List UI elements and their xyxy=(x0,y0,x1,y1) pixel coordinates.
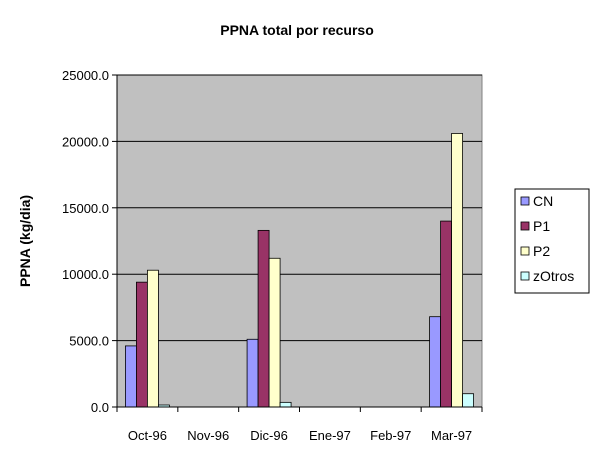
legend: CN P1 P2 zOtros xyxy=(514,188,590,294)
legend-items: CN P1 P2 zOtros xyxy=(520,193,574,284)
bar-P1-Oct-96 xyxy=(136,281,148,408)
gridlines xyxy=(117,74,482,342)
bar-CN-Dic-96 xyxy=(246,338,259,408)
bar-P2-Dic-96 xyxy=(268,257,281,408)
axes xyxy=(112,74,483,412)
x-tick-label: Nov-96 xyxy=(187,428,229,443)
x-tick-label: Feb-97 xyxy=(370,428,411,443)
legend-label-zOtros: zOtros xyxy=(533,268,574,284)
x-tick-label: Dic-96 xyxy=(250,428,288,443)
bar-P2-Oct-96 xyxy=(147,269,159,408)
y-tick-labels: 0.0 5000.0 10000.0 15000.0 20000.0 25000.0 xyxy=(62,68,109,415)
legend-label-CN: CN xyxy=(533,193,553,209)
y-tick-label: 5000.0 xyxy=(69,334,109,349)
y-tick-label: 15000.0 xyxy=(62,201,109,216)
y-tick-label: 20000.0 xyxy=(62,134,109,149)
legend-swatch-P2 xyxy=(520,246,530,256)
bar-P1-Dic-96 xyxy=(257,229,270,408)
y-tick-label: 25000.0 xyxy=(62,68,109,83)
bar-zOtros-Mar-97 xyxy=(462,393,474,408)
y-axis-title: PPNA (kg/dia) xyxy=(17,195,33,287)
chart-title: PPNA total por recurso xyxy=(220,22,374,38)
y-tick-label: 0.0 xyxy=(91,400,109,415)
bar-P1-Mar-97 xyxy=(440,220,452,408)
x-tick-labels: Oct-96 Nov-96 Dic-96 Ene-97 Feb-97 Mar-97 xyxy=(128,428,472,443)
x-tick-label: Oct-96 xyxy=(128,428,167,443)
bar-zOtros-Dic-96 xyxy=(279,401,292,408)
plot-area xyxy=(116,74,483,408)
x-tick-label: Mar-97 xyxy=(431,428,472,443)
legend-label-P2: P2 xyxy=(533,243,550,259)
legend-swatch-P1 xyxy=(520,221,530,231)
y-tick-label: 10000.0 xyxy=(62,267,109,282)
bar-P2-Mar-97 xyxy=(451,133,463,408)
legend-swatch-CN xyxy=(520,196,530,206)
bars xyxy=(125,133,474,408)
legend-swatch-zOtros xyxy=(520,271,530,281)
x-tick-label: Ene-97 xyxy=(309,428,351,443)
bar-CN-Oct-96 xyxy=(125,345,137,408)
legend-label-P1: P1 xyxy=(533,218,550,234)
bar-CN-Mar-97 xyxy=(429,316,441,408)
